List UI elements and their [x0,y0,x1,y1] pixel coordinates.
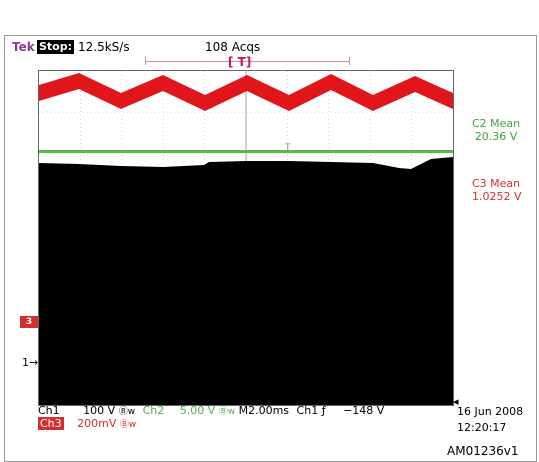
ch1-bandwidth-icon: Ⓑw [118,407,136,417]
acquisition-state: Stop: [37,40,75,54]
ch2-waveform [39,150,453,153]
trigger-level-arrow: ◂ [453,395,459,408]
channel-settings-row1: Ch1 100 V Ⓑw Ch2 5.00 V Ⓑw M2.00ms Ch1 ƒ… [38,404,384,417]
trigger-range-line [145,61,350,62]
c3-mean-label: C3 Mean [472,177,521,190]
channel-settings-row2: Ch3 200mV Ⓑw [38,417,136,430]
c2-mean-value: 20.36 V [474,130,518,143]
trigger-range-left [145,57,146,65]
c3-mean-readout: C3 Mean 1.0252 V [472,177,522,203]
c2-mean-label: C2 Mean [472,117,521,130]
figure-reference: AM01236v1 [447,444,519,458]
ch2-scale: 5.00 V [179,404,216,417]
trigger-source[interactable]: Ch1 [296,404,319,417]
ch3-waveform [39,73,453,111]
c3-mean-value: 1.0252 V [472,190,522,203]
ch1-waveform [39,157,453,405]
trigger-slope-icon: ƒ [321,404,326,417]
timebase[interactable]: M2.00ms [238,404,290,417]
brand-label: Tek [12,40,35,54]
trigger-position-marker: [ T] [228,55,252,69]
trigger-range-right [349,57,350,65]
ch3-scale: 200mV [77,417,117,430]
ch3-ground-marker[interactable]: 3 [20,316,38,328]
c2-mean-readout: C2 Mean 20.36 V [472,117,520,143]
ch1-scale: 100 V [83,404,116,417]
ch2-bandwidth-icon: Ⓑw [218,407,236,417]
acquisition-count: 108 Acqs [205,40,261,54]
sample-rate: 12.5kS/s [78,40,130,54]
ch1-ground-marker[interactable]: 1→ [22,356,39,369]
capture-time: 12:20:17 [457,421,507,434]
ch3-bandwidth-icon: Ⓑw [119,420,137,430]
ch3-label[interactable]: Ch3 [38,417,64,430]
ch1-label[interactable]: Ch1 [38,404,60,417]
svg-text:T: T [284,143,291,153]
ch2-label[interactable]: Ch2 [142,404,165,417]
waveform-display[interactable]: T [38,70,454,406]
capture-date: 16 Jun 2008 [457,405,524,418]
waveform-plot: T [39,71,453,405]
trigger-level[interactable]: −148 V [343,404,385,417]
